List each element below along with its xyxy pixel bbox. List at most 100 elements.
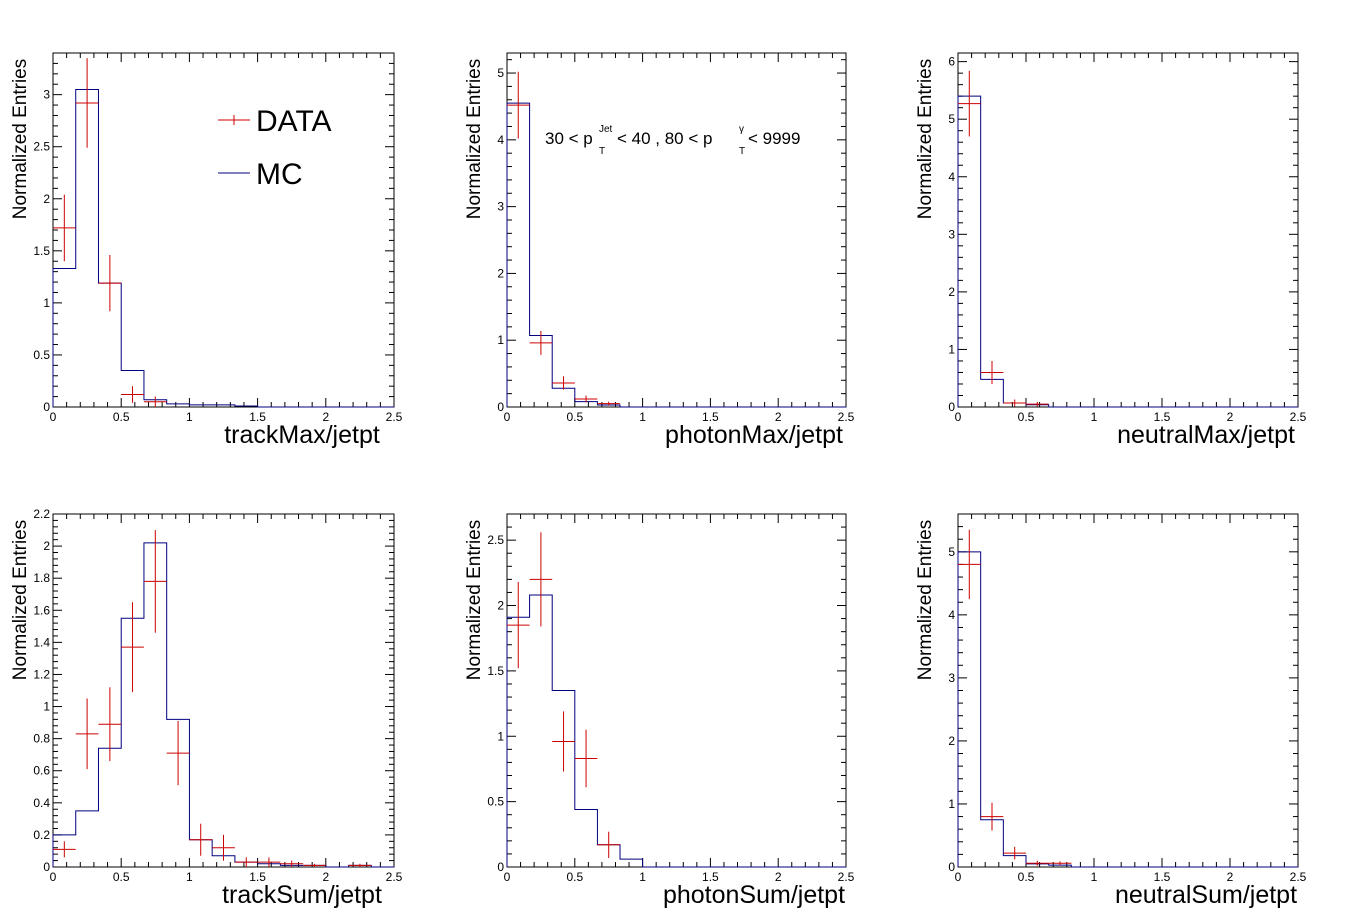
trackmax-ytick-label: 2 [43,192,50,206]
trackmax-ytick-label: 1.5 [33,244,50,258]
neutralsum-ytick-label: 4 [948,608,955,622]
legend-mc-label: MC [256,158,303,191]
photonsum-ytick-label: 2.5 [487,533,504,547]
neutralmax-ytick-label: 5 [948,112,955,126]
panel-neutralsum: 0 0.5 1 1.5 2 2.5 0 1 2 3 4 5 neutralSum/jetpt Normal… [915,513,1307,909]
trackmax-y-axis-title: Normalized Entries [10,59,31,220]
tracksum-ytick-label: 1 [43,700,50,714]
pt-range-annotation: 30 < p Jet T < 40 , 80 < p γ T < 9999 [545,124,800,157]
photonsum-ytick-label: 0 [497,860,504,874]
neutralmax-xtick-label: 0.5 [1018,410,1035,424]
trackmax-xtick-label: 2 [322,410,329,424]
neutralmax-ytick-label: 2 [948,285,955,299]
neutralsum-ytick-label: 1 [948,797,955,811]
tracksum-ytick-label: 1.6 [33,603,50,617]
photonmax-x-axis-title: photonMax/jetpt [665,421,843,449]
trackmax-xtick-label: 0 [50,410,57,424]
neutralsum-xtick-label: 2.5 [1290,870,1307,884]
tracksum-frame [52,513,395,868]
photonmax-xtick-label: 1.5 [702,410,719,424]
tracksum-ytick-label: 2 [43,539,50,553]
photonmax-y-axis-title: Normalized Entries [464,59,485,220]
photonmax-xtick-label: 2.5 [838,410,855,424]
tracksum-ytick-label: 1.2 [33,667,50,681]
photonsum-y-axis-title: Normalized Entries [464,520,485,681]
photonsum-mc-histogram [506,594,846,868]
panel-neutralmax: 0 0.5 1 1.5 2 2.5 0 1 2 3 4 5 6 neutralMax/jetpt Norma… [915,52,1307,449]
photonmax-xtick-label: 1 [639,410,646,424]
panels-group: 0 0.5 1 1.5 2 2.5 0 0.5 1 1.5 2 2.5 3 trackMax/jetpt N… [10,52,1307,909]
tracksum-ytick-label: 1.8 [33,571,50,585]
neutralmax-ytick-label: 1 [948,342,955,356]
tracksum-mc-histogram [52,542,394,868]
trackmax-mc-histogram [52,88,394,408]
neutralsum-x-axis-title: neutralSum/jetpt [1115,881,1297,909]
neutralmax-ytick-label: 3 [948,227,955,241]
tracksum-xtick-label: 2.5 [386,870,403,884]
photonsum-ytick-label: 1 [497,729,504,743]
photonmax-ytick-label: 5 [497,66,504,80]
tracksum-y-axis-title: Normalized Entries [10,520,31,681]
tracksum-ytick-label: 2.2 [33,507,50,521]
neutralmax-ytick-label: 0 [948,400,955,414]
trackmax-ytick-label: 1 [43,296,50,310]
neutralsum-xtick-label: 1.5 [1154,870,1171,884]
photonmax-ytick-label: 4 [497,133,504,147]
neutralsum-ytick-label: 5 [948,545,955,559]
photonmax-xtick-label: 0 [504,410,511,424]
neutralmax-xtick-label: 1 [1091,410,1098,424]
neutralsum-xtick-label: 0 [955,870,962,884]
panel-tracksum: 0 0.5 1 1.5 2 2.5 0 0.2 0.4 0.6 0.8 1 1.2 1.4 1.6 1.8 2 2… [10,507,403,909]
annotation-sup-1: Jet [599,124,613,135]
panel-photonsum: 0 0.5 1 1.5 2 2.500.511.522.5photonSum/jetptN… [464,513,855,909]
photonmax-xtick-label: 0.5 [566,410,583,424]
neutralmax-x-axis-title: neutralMax/jetpt [1117,421,1295,449]
trackmax-ytick-label: 2.5 [33,140,50,154]
neutralsum-frame [957,513,1299,868]
photonsum-xtick-label: 2 [775,870,782,884]
neutralsum-ytick-label: 0 [948,860,955,874]
photonsum-ytick-label: 2 [497,599,504,613]
panel-trackmax: 0 0.5 1 1.5 2 2.5 0 0.5 1 1.5 2 2.5 3 trackMax/jetpt N… [10,52,403,449]
tracksum-ytick-label: 0 [43,860,50,874]
tracksum-x-axis-title: trackSum/jetpt [222,881,382,909]
photonsum-xtick-label: 0 [504,870,511,884]
photonsum-xtick-label: 1.5 [702,870,719,884]
neutralsum-ytick-label: 2 [948,734,955,748]
neutralsum-xtick-label: 0.5 [1018,870,1035,884]
trackmax-xtick-label: 1 [186,410,193,424]
trackmax-ytick-label: 0.5 [33,348,50,362]
photonsum-xtick-label: 1 [639,870,646,884]
legend: DATA MC [218,105,332,191]
annotation-part-2: < 40 , 80 < p [617,129,712,148]
panel-photonmax: 0 0.5 1 1.5 2 2.5 0 1 2 3 4 5 photonMax/jetpt Normali… [464,52,855,449]
photonsum-xtick-label: 0.5 [566,870,583,884]
tracksum-ytick-label: 1.4 [33,635,50,649]
tracksum-xtick-label: 0.5 [113,870,130,884]
neutralsum-y-axis-title: Normalized Entries [915,520,936,681]
neutralmax-frame [957,52,1299,408]
tracksum-ytick-label: 0.2 [33,828,50,842]
photonsum-x-axis-title: photonSum/jetpt [663,881,845,909]
trackmax-x-axis-title: trackMax/jetpt [224,421,380,449]
annotation-sup-2: γ [739,124,744,135]
trackmax-xtick-label: 1.5 [249,410,266,424]
legend-data-label: DATA [256,105,332,138]
neutralsum-xtick-label: 1 [1091,870,1098,884]
tracksum-ytick-label: 0.8 [33,732,50,746]
photonmax-ytick-label: 3 [497,200,504,214]
annotation-part-1: 30 < p [545,129,593,148]
neutralmax-xtick-label: 1.5 [1154,410,1171,424]
annotation-sub-2: T [739,146,745,157]
photonsum-ytick-label: 0.5 [487,795,504,809]
neutralmax-xtick-label: 2.5 [1290,410,1307,424]
tracksum-xtick-label: 1 [186,870,193,884]
photonmax-ytick-label: 2 [497,266,504,280]
photonsum-xtick-label: 2.5 [838,870,855,884]
tracksum-xtick-label: 0 [50,870,57,884]
neutralmax-xtick-label: 2 [1227,410,1234,424]
photonmax-xtick-label: 2 [775,410,782,424]
tracksum-ytick-label: 0.6 [33,764,50,778]
tracksum-xtick-label: 2 [322,870,329,884]
